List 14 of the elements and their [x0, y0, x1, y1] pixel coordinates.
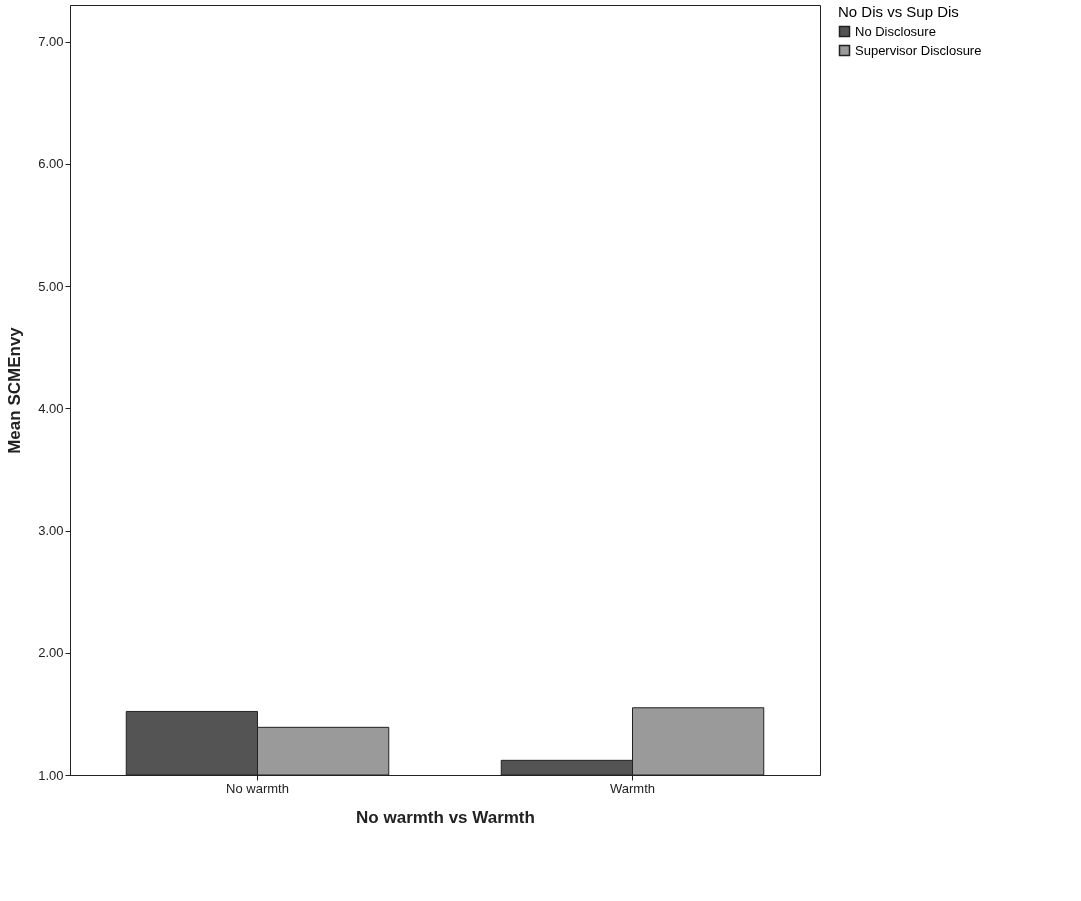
y-tick-label: 6.00	[38, 156, 64, 172]
y-tick-label: 4.00	[38, 400, 64, 416]
y-axis-title: Mean SCMEnvy	[5, 326, 25, 454]
legend-label: Supervisor Disclosure	[855, 42, 982, 58]
x-axis-title: No warmth vs Warmth	[356, 807, 535, 827]
y-tick-label: 2.00	[38, 645, 64, 661]
x-tick-label: Warmth	[609, 780, 656, 796]
y-tick-label: 3.00	[38, 523, 64, 539]
y-tick-label: 1.00	[38, 767, 64, 783]
x-tick-label: No warmth	[226, 780, 289, 796]
y-tick-label: 7.00	[38, 34, 64, 50]
legend-label: No Disclosure	[855, 23, 936, 39]
legend-title: No Dis vs Sup Dis	[838, 3, 959, 20]
y-tick-label: 5.00	[38, 278, 64, 294]
